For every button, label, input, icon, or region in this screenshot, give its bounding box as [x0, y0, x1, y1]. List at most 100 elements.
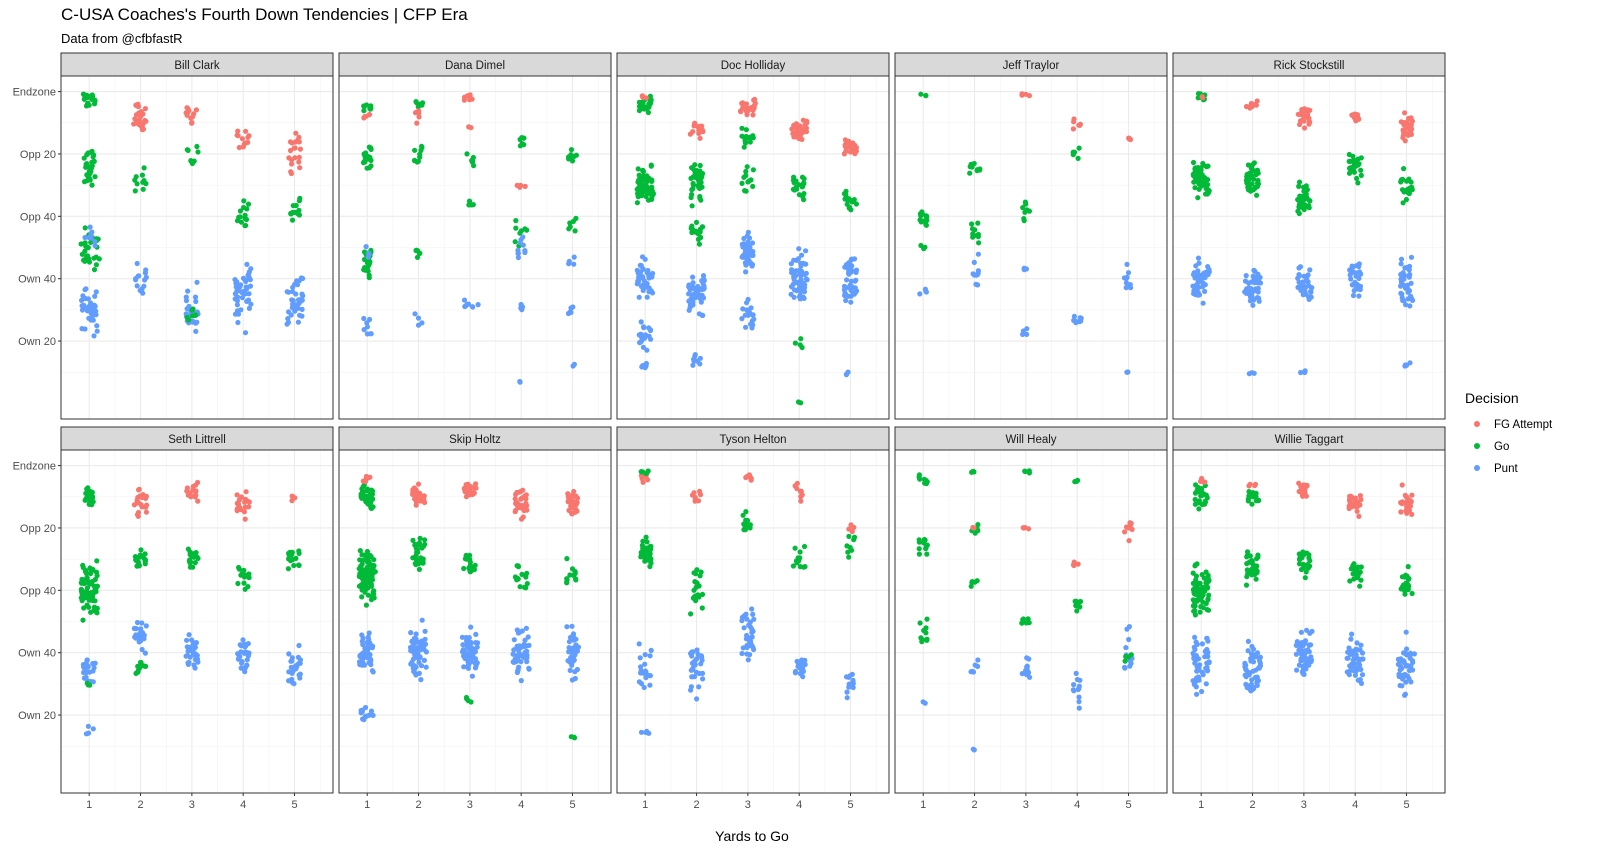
data-point-punt: [1404, 285, 1410, 292]
facet-panel-skip-holtz: Skip Holtz 1 2 3 4 5: [338, 426, 612, 811]
data-point-go: [696, 241, 703, 247]
data-point-punt: [744, 616, 750, 622]
data-point-go: [648, 163, 654, 169]
data-point-go: [416, 566, 422, 573]
data-point-punt: [922, 700, 928, 706]
data-point-go: [469, 159, 476, 165]
data-point-punt: [847, 282, 853, 288]
data-point-fg-attempt: [1296, 488, 1302, 495]
data-point-punt: [792, 668, 799, 675]
data-point-punt: [1309, 628, 1315, 635]
data-point-punt: [418, 677, 424, 683]
data-point-punt: [468, 624, 474, 630]
data-point-go: [186, 317, 192, 323]
data-point-go: [1245, 571, 1251, 577]
data-point-punt: [642, 661, 648, 667]
data-point-go: [969, 164, 975, 170]
data-point-punt: [366, 630, 372, 636]
data-point-punt: [1299, 669, 1305, 675]
data-point-punt: [234, 298, 240, 304]
data-point-fg-attempt: [852, 151, 858, 157]
data-points: [916, 468, 1135, 753]
data-point-go: [91, 158, 97, 164]
data-point-punt: [239, 659, 245, 665]
data-point-punt: [842, 292, 848, 299]
data-point-go: [1199, 501, 1205, 508]
data-point-go: [923, 92, 929, 99]
data-point-fg-attempt: [184, 485, 190, 491]
data-point-punt: [87, 224, 93, 230]
data-point-go: [416, 540, 423, 546]
data-point-punt: [1399, 291, 1405, 297]
data-point-go: [241, 198, 247, 204]
data-point-punt: [466, 635, 472, 641]
data-point-punt: [649, 290, 656, 296]
data-point-go: [643, 470, 650, 476]
data-point-go: [647, 101, 653, 107]
data-point-go: [187, 559, 194, 565]
data-point-punt: [1306, 658, 1312, 664]
data-point-punt: [460, 642, 466, 648]
data-point-punt: [244, 286, 250, 292]
data-point-punt: [187, 647, 193, 654]
data-point-punt: [1307, 267, 1313, 273]
data-point-punt: [1199, 641, 1205, 647]
data-point-punt: [295, 319, 301, 325]
data-point-punt: [357, 661, 363, 668]
data-point-punt: [1405, 663, 1411, 669]
data-point-punt: [416, 670, 422, 677]
data-point-fg-attempt: [851, 524, 857, 531]
data-point-go: [1305, 562, 1311, 568]
data-point-go: [742, 137, 748, 143]
data-point-go: [360, 484, 366, 490]
data-point-punt: [846, 684, 852, 690]
data-point-go: [245, 201, 252, 207]
data-point-go: [242, 223, 248, 229]
data-point-fg-attempt: [572, 505, 578, 511]
data-point-go: [797, 549, 803, 555]
data-point-punt: [1398, 657, 1404, 663]
data-point-go: [141, 165, 147, 171]
data-point-punt: [642, 256, 648, 262]
data-point-punt: [1071, 688, 1077, 694]
data-point-punt: [570, 304, 576, 310]
data-point-go: [371, 557, 377, 563]
data-point-punt: [518, 305, 524, 311]
data-point-punt: [1126, 636, 1132, 643]
data-point-punt: [1401, 659, 1407, 666]
data-point-punt: [1299, 657, 1305, 664]
x-tick-label: 1: [86, 799, 92, 811]
x-tick-label: 4: [796, 799, 802, 811]
data-point-fg-attempt: [140, 492, 146, 498]
data-point-punt: [94, 323, 100, 329]
data-point-punt: [848, 257, 854, 263]
data-point-fg-attempt: [241, 141, 247, 147]
data-point-punt: [1202, 288, 1208, 294]
data-point-go: [422, 537, 428, 543]
data-point-fg-attempt: [800, 117, 806, 123]
data-point-go: [292, 209, 298, 215]
data-point-go: [739, 133, 745, 139]
data-point-go: [643, 193, 649, 200]
data-point-go: [642, 184, 648, 191]
data-point-go: [1192, 608, 1198, 614]
data-point-go: [286, 556, 292, 562]
data-point-go: [461, 565, 467, 572]
data-point-go: [1250, 187, 1256, 193]
data-point-punt: [1411, 651, 1417, 657]
data-point-go: [699, 172, 705, 178]
data-point-fg-attempt: [1077, 121, 1083, 127]
data-point-go: [1304, 550, 1310, 556]
data-point-go: [568, 147, 575, 153]
data-point-go: [649, 178, 655, 184]
data-point-fg-attempt: [1302, 108, 1308, 114]
data-point-punt: [193, 640, 199, 646]
data-point-punt: [739, 618, 745, 624]
data-point-punt: [1403, 679, 1409, 685]
data-point-punt: [143, 267, 149, 273]
data-point-go: [81, 605, 87, 611]
data-point-go: [1249, 501, 1255, 507]
data-point-punt: [294, 282, 301, 288]
data-point-punt: [797, 296, 803, 302]
data-point-punt: [416, 659, 422, 666]
